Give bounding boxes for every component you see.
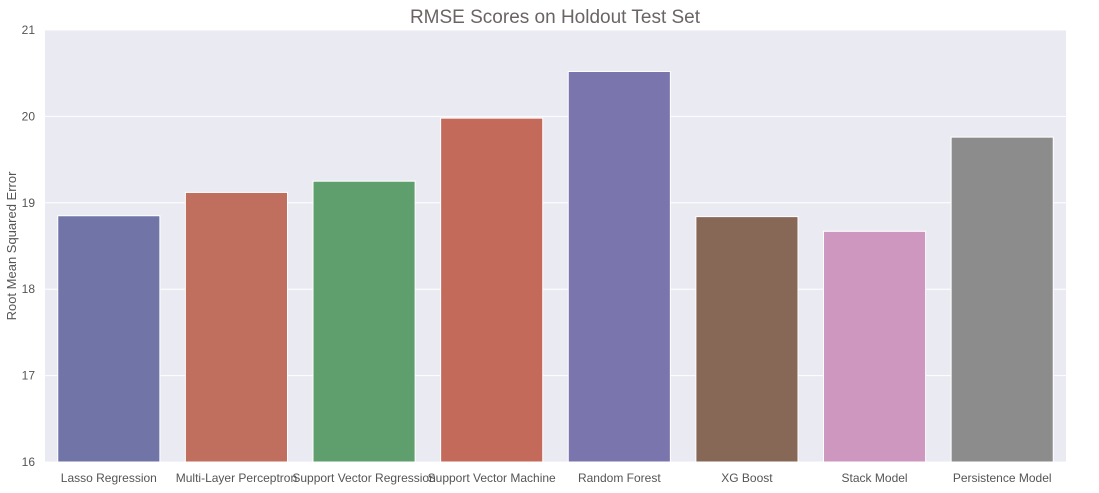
x-tick-label: XG Boost	[721, 471, 773, 485]
bar-xg-boost	[695, 216, 799, 463]
x-tick-labels: Lasso Regression Multi-Layer PerceptronSu…	[61, 471, 1052, 485]
y-tick-label: 16	[22, 455, 36, 469]
x-tick-label: Random Forest	[578, 471, 661, 485]
bar-stack-model	[823, 230, 927, 463]
x-tick-label: Lasso Regression	[61, 471, 157, 485]
x-tick-label: Persistence Model	[953, 471, 1052, 485]
x-tick-label: Support Vector Machine	[428, 471, 556, 485]
bar-persistence-model	[950, 136, 1054, 463]
bar-multi-layer-perceptron	[184, 191, 288, 463]
y-tick-label: 18	[22, 282, 36, 296]
chart-title: RMSE Scores on Holdout Test Set	[410, 7, 701, 28]
x-tick-label: Multi-Layer Perceptron	[176, 471, 297, 485]
y-tick-labels: 16 17 18 19 20 21	[22, 23, 36, 469]
x-tick-label: Stack Model	[842, 471, 908, 485]
y-tick-label: 20	[22, 109, 36, 123]
bar-random-forest	[567, 70, 671, 463]
x-tick-label: Support Vector Regression	[292, 471, 435, 485]
bar-support-vector-machine	[440, 117, 544, 463]
y-tick-label: 19	[22, 196, 36, 210]
bar-lasso-regression	[57, 215, 161, 463]
y-tick-label: 21	[22, 23, 36, 37]
y-tick-label: 17	[22, 369, 36, 383]
y-axis-label: Root Mean Squared Error	[4, 171, 19, 321]
bar-support-vector-regression	[312, 180, 416, 463]
bars	[57, 70, 1054, 463]
